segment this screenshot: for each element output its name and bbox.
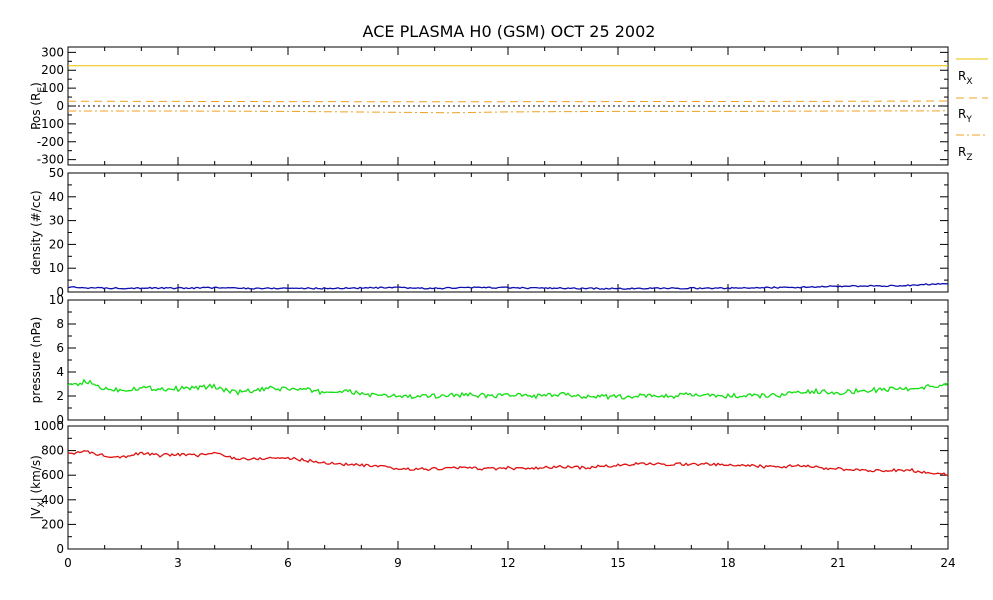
x-tick-label: 15 (610, 556, 625, 570)
panel-position: -300 -200 -100 0 100 200 300 Pos (RE) (29, 45, 949, 167)
panel-pressure: 0 2 4 6 8 10 pressure (nPa) (29, 293, 949, 427)
legend-label-x: RX (958, 69, 973, 87)
position-series-z (68, 110, 949, 114)
density-ytick-label: 10 (49, 261, 64, 275)
chart-title: ACE PLASMA H0 (GSM) OCT 25 2002 (363, 22, 656, 41)
pressure-ylabel: pressure (nPa) (29, 317, 43, 404)
density-series-0 (67, 282, 949, 290)
velocity-ylabel: |VX| (km/s) (29, 455, 47, 520)
position-ytick-label: 100 (41, 81, 64, 95)
position-ytick-label: 300 (41, 45, 64, 59)
x-tick-label: 12 (500, 556, 515, 570)
position-ytick-label: -100 (37, 117, 64, 131)
pressure-frame (67, 299, 949, 421)
x-tick-label: 6 (284, 556, 292, 570)
density-ytick-label: 30 (49, 214, 64, 228)
position-ylabel: Pos (RE) (29, 82, 47, 130)
position-series-y (67, 100, 949, 103)
position-ytick-label: -300 (37, 153, 64, 167)
x-axis: 0 3 6 9 12 15 18 21 24 (64, 556, 955, 570)
x-tick-label: 0 (64, 556, 72, 570)
pressure-ytick-label: 10 (49, 293, 64, 307)
legend-label-z: RZ (958, 145, 973, 163)
velocity-ytick-label: 800 (41, 444, 64, 458)
position-ytick-label: 0 (56, 99, 64, 113)
velocity-ytick-label: 600 (41, 468, 64, 482)
density-frame (67, 172, 949, 293)
panel-velocity: 0 200 400 600 800 1000 |VX| (km/s) (29, 419, 949, 556)
pressure-ytick-label: 6 (56, 341, 64, 355)
velocity-ytick-label: 0 (56, 542, 64, 556)
pressure-ytick-label: 0 (56, 413, 64, 427)
density-ytick-label: 0 (56, 285, 64, 299)
x-tick-label: 18 (720, 556, 735, 570)
density-ytick-label: 40 (49, 190, 64, 204)
pressure-series-0 (67, 378, 949, 401)
velocity-frame (67, 425, 949, 550)
pressure-ytick-label: 4 (56, 365, 64, 379)
pressure-ytick-label: 2 (56, 389, 64, 403)
position-ytick-label: -200 (37, 135, 64, 149)
velocity-ytick-label: 400 (41, 493, 64, 507)
position-ytick-label: 200 (41, 63, 64, 77)
x-tick-label: 24 (940, 556, 955, 570)
density-ylabel: density (#/cc) (29, 190, 43, 274)
pressure-ytick-label: 8 (56, 317, 64, 331)
density-ytick-label: 20 (49, 237, 64, 251)
velocity-ytick-label: 200 (41, 517, 64, 531)
velocity-series-0 (67, 450, 949, 476)
x-tick-label: 3 (174, 556, 182, 570)
density-ytick-label: 50 (49, 166, 64, 180)
x-tick-label: 9 (394, 556, 402, 570)
legend-label-y: RY (958, 107, 972, 125)
x-tick-label: 21 (830, 556, 845, 570)
velocity-ytick-label: 1000 (33, 419, 64, 433)
position-legend: RX RY RZ (956, 58, 988, 163)
panel-density: 0 10 20 30 40 50 density (#/cc) (29, 166, 949, 299)
